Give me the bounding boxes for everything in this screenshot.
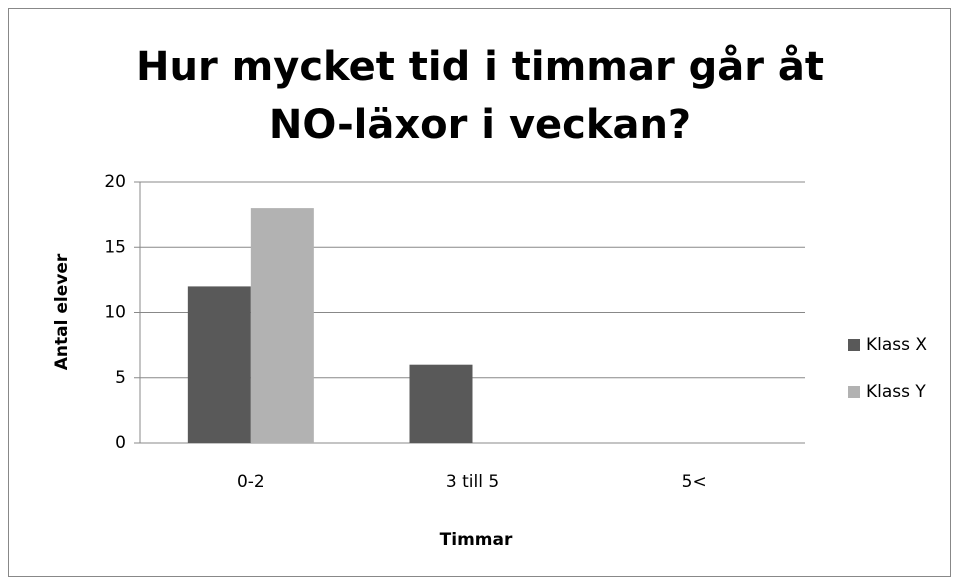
y-axis-label: Antal elever [52,253,72,370]
chart-frame [8,8,951,577]
y-tick-label: 20 [104,172,126,192]
y-tick-label: 5 [115,368,126,388]
legend-label: Klass Y [866,382,926,402]
x-axis-label: Timmar [440,530,513,550]
x-tick-label: 0-2 [237,472,265,492]
x-tick-label: 3 till 5 [446,472,499,492]
y-tick-label: 15 [104,237,126,257]
legend-swatch [848,386,860,398]
bar [187,286,251,443]
bar [409,364,473,443]
bar [250,208,314,443]
legend-label: Klass X [866,335,927,355]
x-tick-label: 5< [682,472,707,492]
chart-title: Hur mycket tid i timmar går åt NO-läxor … [135,44,825,148]
legend-swatch [848,339,860,351]
y-tick-label: 10 [104,303,126,323]
y-tick-label: 0 [115,433,126,453]
